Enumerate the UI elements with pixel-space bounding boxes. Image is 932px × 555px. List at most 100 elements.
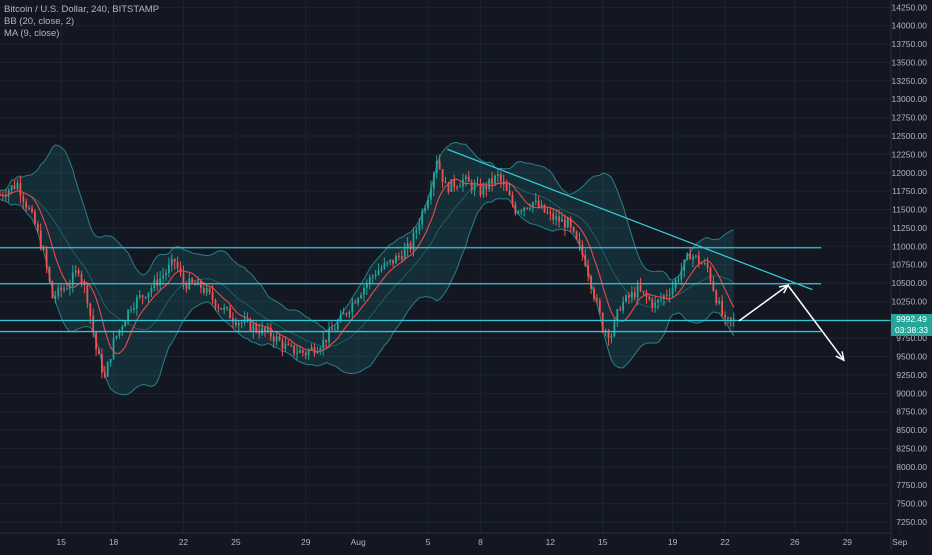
candle-body [354,302,357,304]
candle-body [363,287,365,295]
candle-body [648,296,651,300]
bb-fill [0,142,734,395]
candle-body [380,268,383,271]
candle-body [488,178,491,190]
candle-body [307,350,310,356]
candle-body [441,169,444,182]
candle-body [28,207,31,209]
candle-body [162,275,164,279]
candle-body [616,309,619,321]
candle-body [607,330,610,338]
y-tick-label: 14250.00 [892,2,928,12]
candle-body [435,161,438,174]
drawings[interactable] [0,148,891,362]
y-tick-label: 8000.00 [896,462,927,472]
candle-body [34,211,36,224]
candle-body [208,288,211,293]
candle-body [25,201,28,208]
symbol-title[interactable]: Bitcoin / U.S. Dollar, 240, BITSTAMP [4,4,160,15]
y-tick-label: 8750.00 [896,407,927,417]
candle-body [628,295,630,298]
candle-body [301,350,304,353]
candle-body [543,204,546,213]
x-tick-label: 25 [231,537,241,547]
x-tick-label: 12 [546,537,556,547]
candle-body [409,243,412,250]
candle-body [42,248,45,250]
candle-body [534,200,537,203]
candle-body [505,184,508,191]
candle-body [336,321,339,330]
descending-trendline [447,148,813,291]
candle-body [368,277,371,284]
candle-body [319,348,322,352]
candle-body [403,248,406,260]
candle-body [575,231,578,240]
candle-body [281,340,284,349]
candle-body [54,296,57,299]
candle-body [348,312,351,315]
candle-body [130,309,132,311]
y-tick-label: 11250.00 [892,223,927,233]
candle-body [671,287,674,295]
candle-body [511,195,514,205]
candle-body [718,300,721,304]
candle-body [654,302,657,307]
candle-body [697,255,700,264]
candle-body [473,184,476,190]
candle-body [721,300,724,316]
candles [0,154,735,379]
candle-body [205,288,208,293]
candle-body [427,199,429,209]
y-tick-label: 13000.00 [892,94,928,104]
candle-body [630,292,633,298]
y-tick-label: 12750.00 [892,113,928,123]
candle-body [531,202,534,209]
candle-body [19,183,22,196]
bb-upper-line [0,141,734,332]
candle-body [135,297,138,309]
candle-body [636,285,639,298]
candle-body [657,299,659,303]
y-tick-label: 7250.00 [896,517,927,527]
candle-body [342,313,345,315]
candle-body [179,267,182,273]
candle-body [383,263,386,269]
candle-body [424,208,427,211]
candle-body [45,249,48,268]
bar-countdown-tag: 03:38:33 [891,325,932,337]
candle-body [470,181,473,190]
candle-body [191,278,194,283]
candle-body [686,253,689,260]
candle-body [677,279,680,281]
candle-body [578,239,581,245]
candle-body [732,318,735,320]
candle-body [147,292,150,298]
candle-body [51,281,54,299]
candle-body [415,230,418,233]
candle-body [360,294,362,299]
candle-body [727,317,729,319]
y-tick-label: 13750.00 [892,39,928,49]
y-tick-label: 10750.00 [892,260,928,270]
candle-body [106,362,109,377]
ma-indicator-label[interactable]: MA (9, close) [4,28,60,39]
candle-body [170,258,173,265]
candle-body [447,183,450,192]
candle-body [706,262,709,268]
y-tick-label: 7750.00 [896,480,927,490]
bb-lower-line [0,198,735,396]
x-tick-label: Aug [351,537,366,547]
candle-body [284,343,287,349]
candle-body [89,303,92,316]
candle-body [662,295,665,299]
candle-body [214,299,217,307]
bb-indicator-label[interactable]: BB (20, close, 2) [4,16,75,27]
candle-body [101,354,103,373]
candle-body [590,276,592,289]
candle-body [66,288,68,290]
candle-body [453,179,456,188]
